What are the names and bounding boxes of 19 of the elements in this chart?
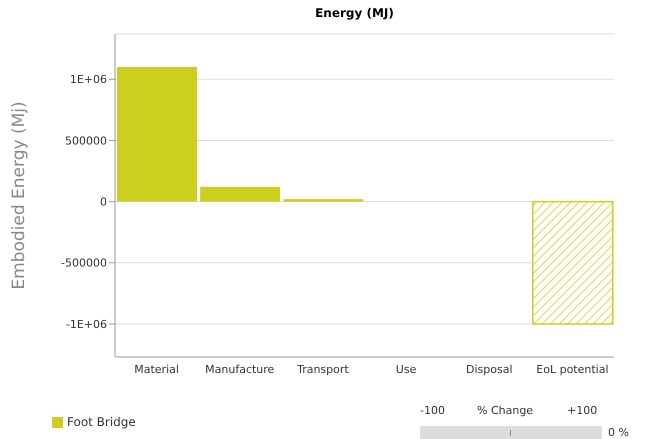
x-tick-label: Manufacture — [205, 362, 275, 376]
x-tick-label: Disposal — [466, 362, 512, 376]
x-tick-label: Use — [396, 362, 417, 376]
bar — [200, 186, 280, 202]
bar — [283, 199, 364, 202]
y-tick-label: -1E+06 — [66, 318, 107, 331]
x-tick-label: Material — [134, 362, 179, 376]
y-tick-label: -500000 — [61, 256, 107, 270]
y-tick-label: 500000 — [65, 134, 107, 148]
percent-change-slider: -100 % Change +100 0 % — [420, 404, 630, 439]
y-tick-label: 1E+06 — [70, 73, 107, 86]
legend-label: Foot Bridge — [67, 415, 136, 429]
bar — [117, 67, 197, 202]
x-tick-label: Transport — [296, 362, 350, 376]
y-tick-label: 0 — [100, 196, 107, 209]
bar — [532, 200, 614, 325]
y-axis-title: Embodied Energy (Mj) — [9, 101, 30, 290]
chart-title: Energy (MJ) — [314, 6, 395, 20]
x-tick-label: EoL potential — [536, 362, 609, 376]
